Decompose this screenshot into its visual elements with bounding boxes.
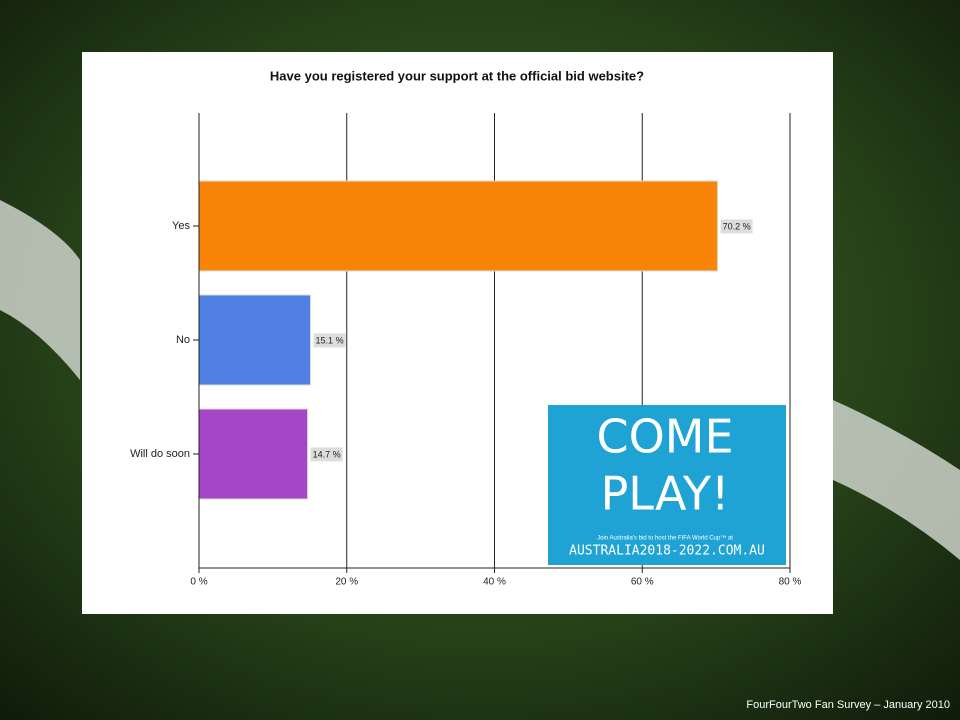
x-tick-label: 20 % [335, 577, 358, 588]
x-tick-label: 0 % [190, 577, 207, 588]
y-tick-label: Will do soon [130, 448, 190, 460]
value-label-box [310, 447, 343, 462]
y-tick-label: Yes [172, 220, 190, 232]
value-label: 14.7 % [313, 449, 341, 459]
plot: 0 % 20 % 40 % 60 % 80 % Yes 70.2 % No 15.1 % Will… [130, 113, 802, 588]
footer: FourFourTwo Fan Survey – January 2010 [746, 699, 950, 711]
value-label: 70.2 % [723, 221, 751, 231]
chart-title: Have you registered your support at the … [270, 68, 644, 83]
bar [198, 294, 312, 386]
x-tick-label: 60 % [631, 577, 654, 588]
pitch-line [833, 400, 960, 560]
y-tick-label: No [176, 334, 190, 346]
value-label-box [720, 219, 753, 234]
pitch-line [0, 200, 80, 380]
logo-background [548, 405, 786, 565]
logo-text: PLAY! [601, 467, 730, 521]
value-label-box [313, 333, 346, 348]
bar [198, 180, 719, 272]
x-tick-label: 80 % [779, 577, 802, 588]
logo-text: COME [596, 410, 733, 464]
logo: COME PLAY! Join Australia's bid to host … [548, 405, 786, 565]
x-tick-label: 40 % [483, 577, 506, 588]
logo-url: AUSTRALIA2018-2022.COM.AU [569, 544, 765, 559]
bar [198, 408, 309, 500]
value-label: 15.1 % [316, 335, 344, 345]
logo-tagline: Join Australia's bid to host the FIFA Wo… [597, 535, 733, 542]
